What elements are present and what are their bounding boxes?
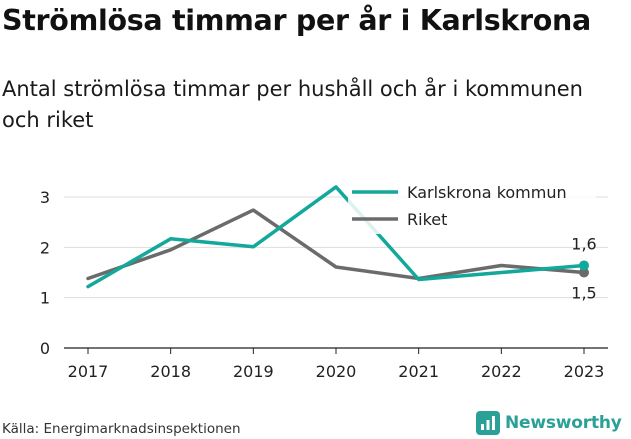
x-tick-label: 2022 [481, 362, 522, 381]
y-tick-label: 3 [40, 188, 50, 207]
x-tick-label: 2023 [564, 362, 605, 381]
x-tick-label: 2020 [316, 362, 357, 381]
end-value-label: 1,6 [571, 234, 596, 253]
x-tick-label: 2017 [68, 362, 109, 381]
x-tick-label: 2019 [233, 362, 274, 381]
y-tick-label: 1 [40, 289, 50, 308]
end-value-label: 1,5 [571, 284, 596, 303]
brand-logo: Newsworthy [476, 409, 622, 437]
legend-background [348, 176, 596, 234]
chart-subtitle: Antal strömlösa timmar per hushåll och å… [2, 77, 583, 132]
series-line [86, 208, 586, 281]
source-note: Källa: Energimarknadsinspektionen [2, 421, 241, 437]
y-tick-label: 2 [40, 238, 50, 257]
y-tick-label: 0 [40, 339, 50, 358]
series-line [86, 185, 586, 289]
series-end-point [579, 260, 589, 271]
legend-label: Karlskrona kommun [407, 183, 567, 202]
newsworthy-logo-icon [476, 411, 500, 435]
legend-label: Riket [407, 210, 447, 229]
brand-name: Newsworthy [505, 413, 622, 433]
chart-title: Strömlösa timmar per år i Karlskrona [2, 4, 591, 37]
x-tick-label: 2018 [150, 362, 191, 381]
x-tick-label: 2021 [398, 362, 439, 381]
series-end-point [579, 267, 589, 278]
